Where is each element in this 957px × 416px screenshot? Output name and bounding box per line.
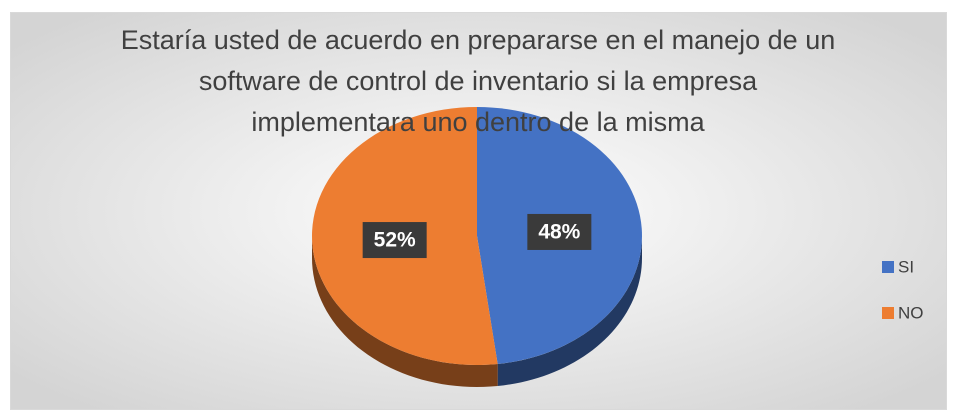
chart-title: Estaría usted de acuerdo en prepararse e… [120,25,836,137]
data-label-box [362,222,427,259]
slice-side [312,236,498,387]
legend-label: NO [898,303,924,322]
data-label-box [527,213,592,250]
data-label: 48% [538,220,580,243]
data-label: 52% [374,229,416,252]
legend-swatch [882,307,894,319]
legend-label: SI [898,257,914,276]
legend-swatch [882,261,894,273]
slice-side [497,236,642,386]
